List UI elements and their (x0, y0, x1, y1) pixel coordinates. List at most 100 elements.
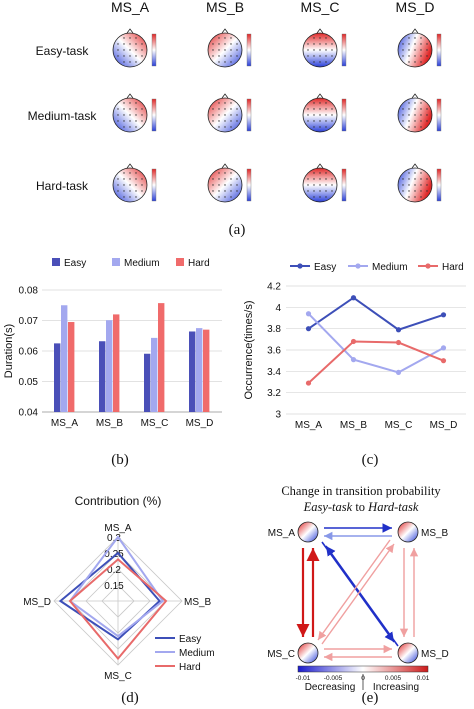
electrode (129, 178, 131, 180)
data-point (395, 339, 402, 346)
row-label: Easy-task (36, 44, 90, 58)
electrode (408, 190, 410, 192)
x-tick-label: MS_C (141, 418, 169, 429)
electrode (313, 55, 315, 57)
electrode (230, 120, 232, 122)
electrode (218, 126, 220, 128)
colorbar (246, 98, 252, 132)
colorbar (436, 98, 442, 132)
y-tick-label: 0.05 (19, 377, 39, 388)
nose (221, 163, 229, 169)
radar-series (68, 535, 165, 638)
electrode (236, 178, 238, 180)
legend-marker (425, 263, 431, 269)
electrode (426, 184, 428, 186)
electrode (325, 196, 327, 198)
electrode (313, 126, 315, 128)
electrode (129, 37, 131, 39)
data-point (305, 326, 312, 332)
electrode (420, 190, 422, 192)
y-tick-label: 4 (275, 303, 281, 314)
electrode (307, 120, 309, 122)
electrode (313, 196, 315, 198)
duration-bar-chart: 0.04 0.05 0.06 0.07 0.08 Duration(s) Easy Mediu… (3, 258, 222, 429)
electrode (414, 49, 416, 51)
electrode (230, 178, 232, 180)
electrode (420, 102, 422, 104)
electrode (325, 49, 327, 51)
electrode (319, 178, 321, 180)
column-label: MS_D (396, 0, 435, 15)
electrode (230, 102, 232, 104)
electrode (331, 120, 333, 122)
electrode (123, 108, 125, 110)
electrode (414, 108, 416, 110)
electrode (218, 102, 220, 104)
electrode (307, 114, 309, 116)
electrode (135, 102, 137, 104)
occurrence-line-chart: 3 3.2 3.4 3.6 3.8 4 4.2 Occurrence(times/s) Easy… (243, 262, 466, 431)
electrode (420, 120, 422, 122)
y-tick-label: 3.2 (267, 388, 281, 399)
electrode (224, 61, 226, 63)
electrode (420, 178, 422, 180)
electrode (123, 43, 125, 45)
electrode (123, 184, 125, 186)
electrode (325, 184, 327, 186)
colorbar (151, 168, 157, 202)
electrode (408, 61, 410, 63)
electrode (123, 120, 125, 122)
legend-label: Medium (179, 648, 215, 659)
electrode (426, 178, 428, 180)
electrode (129, 126, 131, 128)
node-topomap (397, 642, 419, 664)
electrode (325, 43, 327, 45)
panel-e-subtitle: Easy-task to Hard-task (248, 500, 474, 515)
electrode (313, 61, 315, 63)
electrode (218, 190, 220, 192)
subtitle-to: to (352, 500, 369, 514)
electrode (408, 43, 410, 45)
electrode (408, 126, 410, 128)
decreasing-label: Decreasing (305, 682, 356, 693)
electrode (414, 126, 416, 128)
axis-label: MS_D (23, 597, 51, 608)
radar-series (68, 558, 168, 661)
electrode (319, 172, 321, 174)
nose (316, 93, 324, 99)
nose (411, 28, 419, 34)
colorbar (246, 33, 252, 67)
electrode (129, 114, 131, 116)
electrode (123, 114, 125, 116)
electrode (414, 196, 416, 198)
electrode (319, 108, 321, 110)
electrode (331, 178, 333, 180)
electrode (135, 55, 137, 57)
electrode (135, 108, 137, 110)
legend-swatch (176, 258, 184, 266)
topomap (397, 93, 442, 133)
electrode (408, 55, 410, 57)
electrode (236, 120, 238, 122)
electrode (123, 55, 125, 57)
electrode (420, 43, 422, 45)
topomap (207, 93, 252, 133)
electrode (319, 49, 321, 51)
y-tick-label: 0.06 (19, 347, 39, 358)
electrode (141, 184, 143, 186)
data-point (350, 357, 357, 363)
panel-e-caption: (e) (361, 690, 379, 706)
electrode (129, 196, 131, 198)
colorbar (341, 98, 347, 132)
electrode (236, 114, 238, 116)
electrode (129, 49, 131, 51)
legend-swatch (112, 258, 120, 266)
electrode (141, 108, 143, 110)
electrode (408, 102, 410, 104)
x-tick-label: MS_B (340, 420, 368, 431)
data-point (395, 327, 402, 333)
electrode (123, 49, 125, 51)
data-point (395, 369, 402, 375)
y-tick-label: 3.4 (267, 367, 281, 378)
electrode (117, 49, 119, 51)
